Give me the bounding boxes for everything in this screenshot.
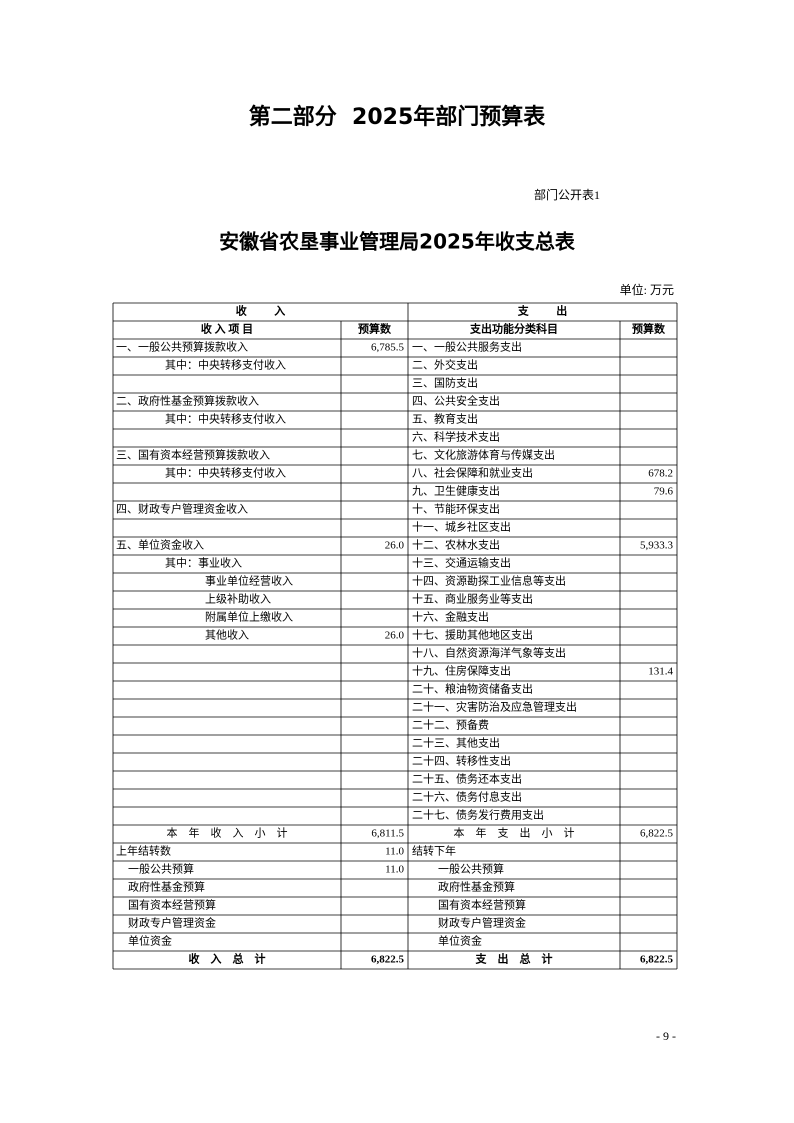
expense-item: 十四、资源勘探工业信息等支出 — [412, 574, 566, 588]
expense-item: 十六、金融支出 — [412, 610, 489, 624]
income-item: 附属单位上缴收入 — [205, 610, 293, 624]
group-header: 收 入 — [236, 304, 286, 318]
expense-item: 二十三、其他支出 — [412, 736, 500, 750]
expense-item: 十九、住房保障支出 — [412, 664, 511, 678]
table-number: 部门公开表1 — [534, 187, 600, 202]
expense-item: 五、教育支出 — [412, 412, 478, 426]
income-item: 单位资金 — [128, 934, 172, 948]
expense-item: 二十五、债务还本支出 — [412, 772, 522, 786]
expense-amount: 6,822.5 — [640, 828, 674, 840]
expense-amount: 79.6 — [654, 486, 674, 498]
expense-item: 四、公共安全支出 — [412, 394, 500, 408]
expense-item: 结转下年 — [412, 844, 456, 858]
income-amount: 6,785.5 — [371, 342, 405, 354]
income-item: 事业单位经营收入 — [205, 574, 293, 588]
income-item: 上年结转数 — [116, 844, 171, 858]
unit: 单位: 万元 — [620, 282, 674, 297]
column-header: 支出功能分类科目 — [469, 322, 558, 336]
income-item: 其他收入 — [205, 628, 249, 642]
expense-item: 十七、援助其他地区支出 — [412, 628, 533, 642]
table-title: 安徽省农垦事业管理局2025年收支总表 — [219, 230, 576, 254]
income-item: 一、一般公共预算拨款收入 — [116, 340, 248, 354]
expense-item: 财政专户管理资金 — [438, 916, 526, 930]
expense-amount: 131.4 — [648, 666, 673, 678]
expense-item: 二十二、预备费 — [412, 718, 489, 732]
income-amount: 6,811.5 — [371, 828, 404, 840]
expense-item: 八、社会保障和就业支出 — [412, 466, 533, 480]
income-amount: 11.0 — [385, 864, 404, 876]
income-item: 其中：事业收入 — [165, 556, 242, 570]
income-amount: 26.0 — [385, 540, 405, 552]
income-item: 五、单位资金收入 — [116, 538, 204, 552]
expense-item: 国有资本经营预算 — [438, 898, 526, 912]
income-item: 一般公共预算 — [128, 862, 194, 876]
expense-item: 九、卫生健康支出 — [412, 484, 500, 498]
income-item: 其中：中央转移支付收入 — [165, 466, 286, 480]
group-header: 支 出 — [517, 304, 568, 318]
expense-item: 一、一般公共服务支出 — [412, 340, 522, 354]
expense-item: 二十一、灾害防治及应急管理支出 — [412, 700, 577, 714]
expense-item: 支 出 总 计 — [475, 952, 553, 966]
expense-item: 六、科学技术支出 — [412, 430, 500, 444]
expense-item: 二十四、转移性支出 — [412, 754, 511, 768]
column-header: 预算数 — [358, 322, 392, 336]
expense-item: 二十六、债务付息支出 — [412, 790, 522, 804]
expense-amount: 6,822.5 — [640, 954, 674, 966]
expense-item: 二十七、债务发行费用支出 — [412, 808, 544, 822]
income-amount: 6,822.5 — [371, 954, 405, 966]
income-item: 其中：中央转移支付收入 — [165, 412, 286, 426]
expense-item: 七、文化旅游体育与传媒支出 — [412, 448, 555, 462]
expense-item: 单位资金 — [438, 934, 482, 948]
expense-item: 十、节能环保支出 — [412, 502, 500, 516]
page-title: 第二部分 2025年部门预算表 — [249, 104, 547, 130]
income-item: 国有资本经营预算 — [128, 898, 216, 912]
income-amount: 11.0 — [385, 846, 404, 858]
expense-item: 二十、粮油物资储备支出 — [412, 682, 533, 696]
expense-item: 二、外交支出 — [412, 358, 478, 372]
income-item: 政府性基金预算 — [128, 880, 205, 894]
expense-item: 十三、交通运输支出 — [412, 556, 511, 570]
income-item: 上级补助收入 — [205, 592, 271, 606]
income-item: 收 入 总 计 — [189, 952, 266, 966]
expense-item: 三、国防支出 — [412, 376, 478, 390]
income-amount: 26.0 — [385, 630, 405, 642]
expense-item: 十五、商业服务业等支出 — [412, 592, 533, 606]
expense-item: 政府性基金预算 — [438, 880, 515, 894]
expense-amount: 5,933.3 — [640, 540, 674, 552]
page-number: - 9 - — [656, 1029, 676, 1043]
expense-item: 本 年 支 出 小 计 — [454, 826, 575, 840]
expense-amount: 678.2 — [648, 468, 673, 480]
column-header: 收 入 项 目 — [201, 322, 253, 336]
income-item: 二、政府性基金预算拨款收入 — [116, 394, 259, 408]
expense-item: 十一、城乡社区支出 — [412, 520, 511, 534]
column-header: 预算数 — [632, 322, 666, 336]
income-item: 其中：中央转移支付收入 — [165, 358, 286, 372]
expense-item: 一般公共预算 — [438, 862, 504, 876]
income-item: 三、国有资本经营预算拨款收入 — [116, 448, 270, 462]
expense-item: 十八、自然资源海洋气象等支出 — [412, 646, 566, 660]
expense-item: 十二、农林水支出 — [412, 538, 500, 552]
income-item: 财政专户管理资金 — [128, 916, 216, 930]
income-item: 本 年 收 入 小 计 — [167, 826, 288, 840]
income-item: 四、财政专户管理资金收入 — [116, 502, 248, 516]
